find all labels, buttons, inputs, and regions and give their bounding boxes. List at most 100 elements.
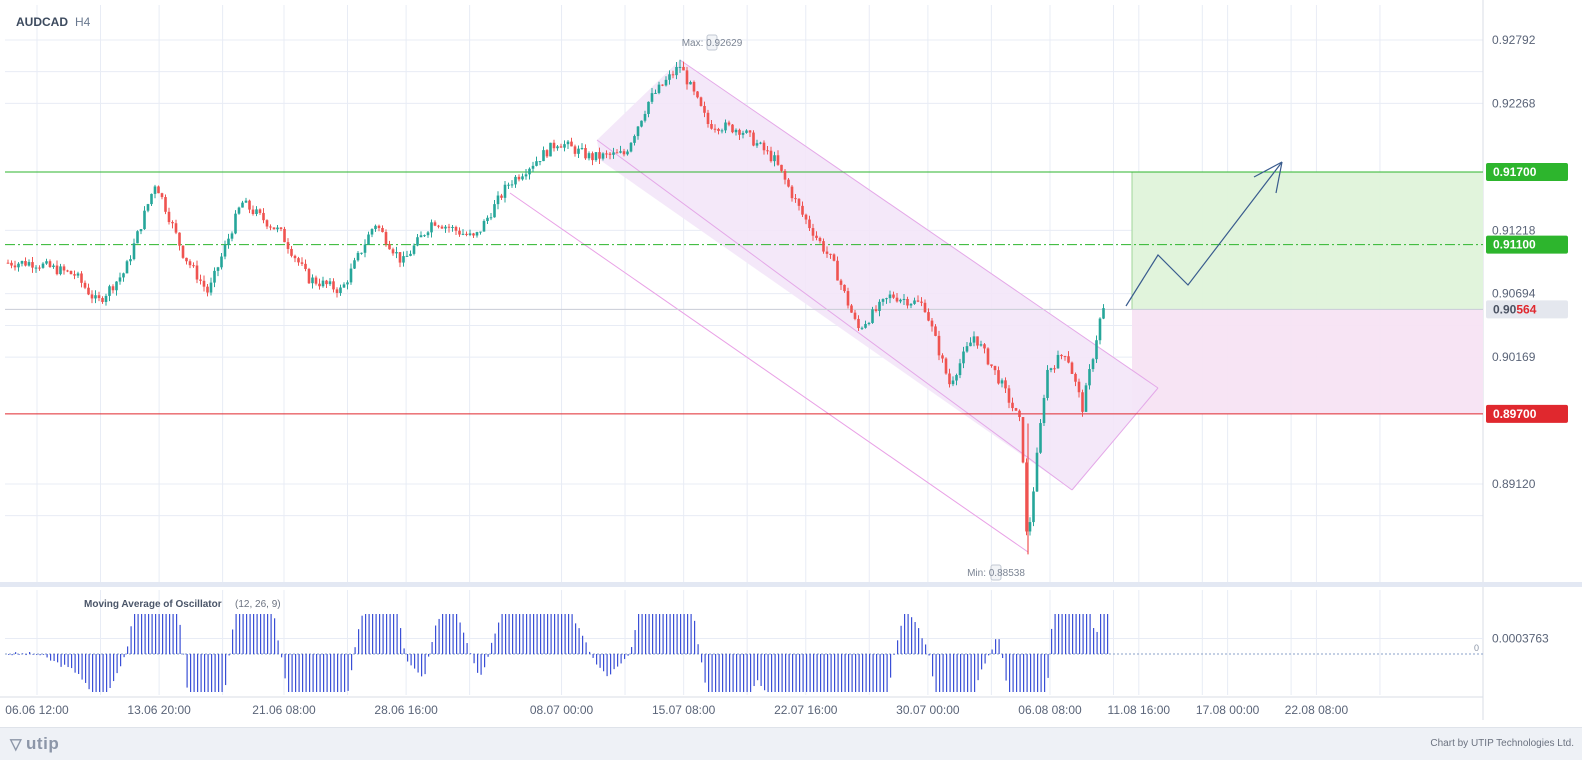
osc-bar [641,614,643,654]
candle-up [542,150,545,162]
candle-up [20,261,24,264]
channel-lower-line[interactable] [596,139,1073,491]
osc-zero-label: 0 [1474,643,1479,653]
candle-up [328,281,332,285]
candle-up [640,120,643,127]
chart-credit: Chart by UTIP Technologies Ltd. [1430,738,1574,749]
osc-bar [144,614,146,654]
trend-ray[interactable] [509,192,1029,553]
osc-bar [186,654,188,688]
arrowhead-right [1275,161,1283,194]
candle-down [1081,392,1084,412]
price-axis[interactable]: 0.92792 0.92268 0.91218 0.90694 0.90169 0.891… [1492,33,1536,491]
candle-up [860,327,864,329]
candle-down [248,200,251,210]
candle-up [524,174,528,177]
candle-up [223,244,227,257]
time-tick-label: 15.07 08:00 [652,703,716,717]
osc-bar [942,654,944,692]
candle-down [517,176,521,180]
osc-bar [1051,628,1053,654]
osc-bar [228,654,230,656]
candle-down [10,262,13,266]
channel-end-line[interactable] [1071,387,1159,491]
time-axis[interactable]: 06.06 12:00 13.06 20:00 21.06 08:00 28.06 1… [0,696,1483,717]
osc-bar [729,654,731,692]
candle-up [979,344,983,346]
candle-down [584,148,587,159]
pane-separator[interactable] [0,582,1582,587]
osc-bar [869,654,871,692]
candle-down [1074,373,1077,382]
candle-up [468,233,472,235]
osc-bar [998,639,1000,654]
regression-channel[interactable] [509,59,1159,553]
osc-bar [694,620,696,654]
candle-up [451,226,454,228]
take-profit-tag: 0.91700 [1493,165,1537,179]
price-levels[interactable] [5,171,1483,415]
candle-down [993,365,997,371]
candle-up [580,148,584,150]
osc-bar [11,654,13,656]
candle-up [503,184,507,198]
pane-divider[interactable] [0,582,1582,587]
candle-down [1025,462,1028,532]
candle-down [262,212,265,221]
take-profit-tag-bg [1486,163,1568,182]
candle-down [272,227,276,230]
osc-bar [515,614,517,654]
timeframe-label[interactable]: H4 [75,15,91,29]
candle-up [356,252,360,261]
candle-up [958,363,962,376]
candle-up [745,130,748,133]
candle-down [622,151,626,155]
osc-bar [137,614,139,654]
candle-down [717,128,720,132]
candle-down [55,265,59,275]
candle-up [241,202,244,208]
forecast-arrow[interactable] [1125,161,1283,307]
candle-down [934,326,937,336]
candle-up [1000,380,1004,384]
osc-bar [239,614,241,654]
osc-bar [81,654,83,680]
channel-upper-line[interactable] [679,59,1159,389]
candle-down [780,164,783,171]
osc-bar [883,654,885,692]
osc-bar [487,654,489,657]
candle-down [706,112,710,125]
forecast-path[interactable] [1125,161,1283,307]
candle-down [185,257,188,262]
osc-bar [235,614,237,654]
candle-up [965,346,969,352]
osc-bar [606,654,608,677]
candle-down [857,318,860,329]
candle-up [395,252,398,254]
osc-bar [925,644,927,654]
candle-down [825,251,829,254]
candle-down [286,242,290,249]
osc-bar [1103,614,1105,654]
candle-up [416,237,419,246]
candle-down [787,179,790,187]
candle-up [482,221,486,232]
osc-bar [701,654,703,663]
osc-bar [316,654,318,692]
osc-bar [179,624,181,654]
osc-bar [410,654,412,666]
candle-down [766,150,769,152]
candle-up [1032,491,1035,523]
brand-logo: ▽ utip [10,734,59,754]
osc-bar [687,614,689,654]
osc-bar [50,654,52,661]
loss-zone [1132,309,1483,414]
osc-bar [844,654,846,692]
candle-up [209,282,213,293]
osc-bar [1089,614,1091,654]
osc-bar [340,654,342,692]
candle-up [115,281,118,291]
osc-bar [463,632,465,654]
osc-bar [890,654,892,678]
